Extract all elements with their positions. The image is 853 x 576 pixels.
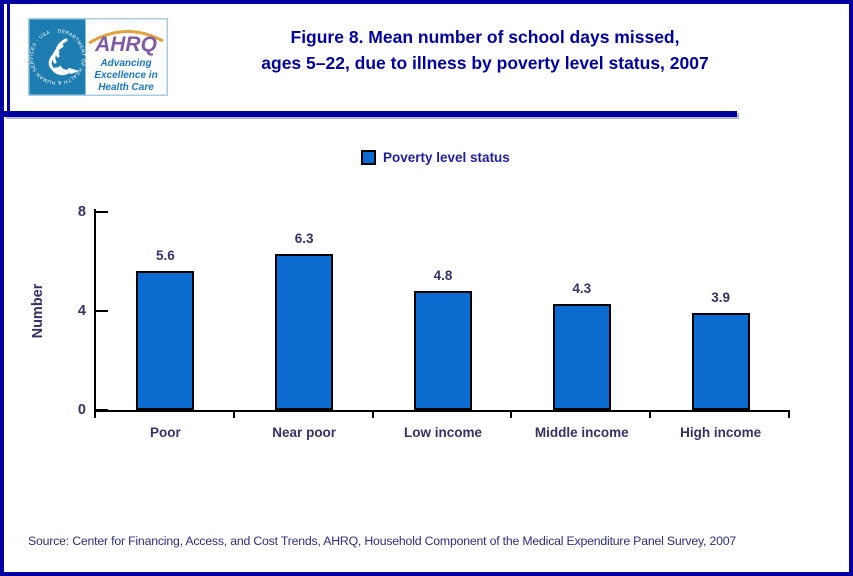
ahrq-arc	[88, 30, 164, 45]
bar-value-label-poor: 5.6	[156, 248, 175, 264]
ahrq-tagline-line3: Health Care	[98, 82, 154, 93]
y-tick-label: 0	[77, 402, 86, 418]
ahrq-tagline-line1: Advancing	[99, 58, 151, 69]
header-divider-rule	[4, 111, 737, 117]
x-tick	[788, 410, 790, 418]
bar-middle-income	[552, 303, 611, 410]
chart-legend: Poverty level status	[361, 150, 510, 165]
x-tick	[510, 410, 513, 418]
y-axis-line	[94, 209, 96, 412]
figure-title-line1: Figure 8. Mean number of school days mis…	[290, 27, 680, 47]
category-label-poor: Poor	[150, 425, 181, 440]
bar-low-income	[414, 291, 472, 410]
y-tick	[96, 211, 108, 213]
bar-near-poor	[275, 254, 334, 410]
header-left-accent-line	[7, 4, 10, 111]
y-tick	[96, 310, 108, 312]
figure-title: Figure 8. Mean number of school days mis…	[180, 24, 790, 76]
hhs-eagle-icon	[48, 38, 80, 76]
bar-chart: Number 0 4 8 5.6 Poor 6.3 Near poor 4.8 Low inco…	[4, 4, 849, 572]
category-label-high-income: High income	[680, 425, 762, 440]
y-tick-label: 8	[77, 204, 86, 220]
y-tick-label: 4	[77, 303, 86, 319]
x-tick	[649, 410, 652, 418]
x-tick	[232, 410, 235, 418]
bar-high-income	[691, 313, 750, 410]
legend-label: Poverty level status	[383, 150, 510, 165]
legend-swatch-icon	[361, 150, 376, 165]
y-axis-title: Number	[30, 283, 46, 339]
figure-title-line2: ages 5–22, due to illness by poverty lev…	[261, 53, 709, 73]
y-tick	[96, 409, 108, 411]
category-label-low-income: Low income	[403, 425, 482, 440]
category-label-middle-income: Middle income	[534, 425, 629, 440]
ahrq-acronym: AHRQ	[94, 33, 157, 56]
bar-value-label-low-income: 4.8	[433, 268, 453, 284]
bar-value-label-middle-income: 4.3	[572, 280, 592, 296]
x-tick	[94, 410, 96, 418]
ahrq-tagline-line2: Excellence in	[94, 70, 157, 81]
bar-value-label-near-poor: 6.3	[294, 231, 314, 247]
hhs-ahrq-logo: DEPARTMENT OF HEALTH & HUMAN SERVICES · …	[28, 18, 168, 96]
bar-value-label-high-income: 3.9	[711, 290, 730, 306]
category-label-near-poor: Near poor	[272, 425, 337, 440]
bar-poor	[136, 271, 195, 410]
source-note: Source: Center for Financing, Access, an…	[28, 534, 737, 548]
ahrq-tagline: Advancing Excellence in Health Care	[94, 58, 157, 93]
x-axis-line	[94, 410, 790, 412]
x-tick	[371, 410, 374, 418]
